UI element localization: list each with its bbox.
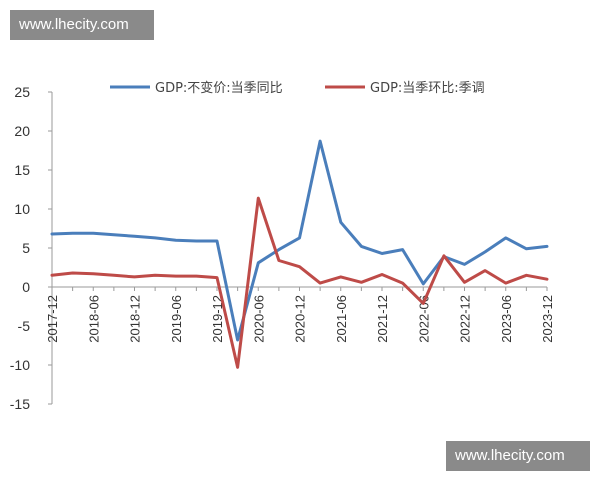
- x-tick-label: 2020-12: [293, 295, 308, 343]
- x-tick-label: 2023-06: [499, 295, 514, 343]
- y-tick-label: 15: [14, 162, 30, 178]
- y-tick-label: 20: [14, 123, 30, 139]
- y-tick-label: -15: [10, 396, 30, 412]
- x-tick-label: 2021-12: [375, 295, 390, 343]
- x-axis: 2017-12 2018-06 2018-12 2019-06 2019-12 2020-…: [45, 286, 555, 343]
- x-tick-label: 2023-12: [540, 295, 555, 343]
- x-tick-label: 2018-12: [128, 295, 143, 343]
- x-tick-label: 2020-06: [251, 295, 266, 343]
- x-tick-label: 2018-06: [86, 295, 101, 343]
- y-tick-label: -5: [18, 318, 31, 334]
- series-layer: [50, 139, 549, 369]
- x-tick-label: 2022-12: [458, 295, 473, 343]
- watermark-bottom: www.lhecity.com: [446, 441, 590, 471]
- y-axis: 25 20 15 10 5 0 -5 -10 -15: [10, 84, 53, 412]
- x-tick-label: 2019-12: [210, 295, 225, 343]
- y-tick-label: 5: [22, 240, 30, 256]
- watermark-top: www.lhecity.com: [10, 10, 154, 40]
- y-tick-label: 25: [14, 84, 30, 100]
- x-tick-label: 2022-06: [416, 295, 431, 343]
- series-line-1: [50, 139, 549, 342]
- x-tick-label: 2019-06: [169, 295, 184, 343]
- y-tick-label: 0: [22, 279, 30, 295]
- legend-label-1: GDP:不变价:当季同比: [155, 80, 283, 96]
- x-tick-label: 2017-12: [45, 295, 60, 343]
- y-tick-label: -10: [10, 357, 30, 373]
- series-line-2: [50, 196, 549, 369]
- legend-label-2: GDP:当季环比:季调: [370, 81, 485, 96]
- x-tick-label: 2021-06: [334, 295, 349, 343]
- y-tick-label: 10: [14, 201, 30, 217]
- legend: GDP:不变价:当季同比 GDP:当季环比:季调: [110, 80, 485, 96]
